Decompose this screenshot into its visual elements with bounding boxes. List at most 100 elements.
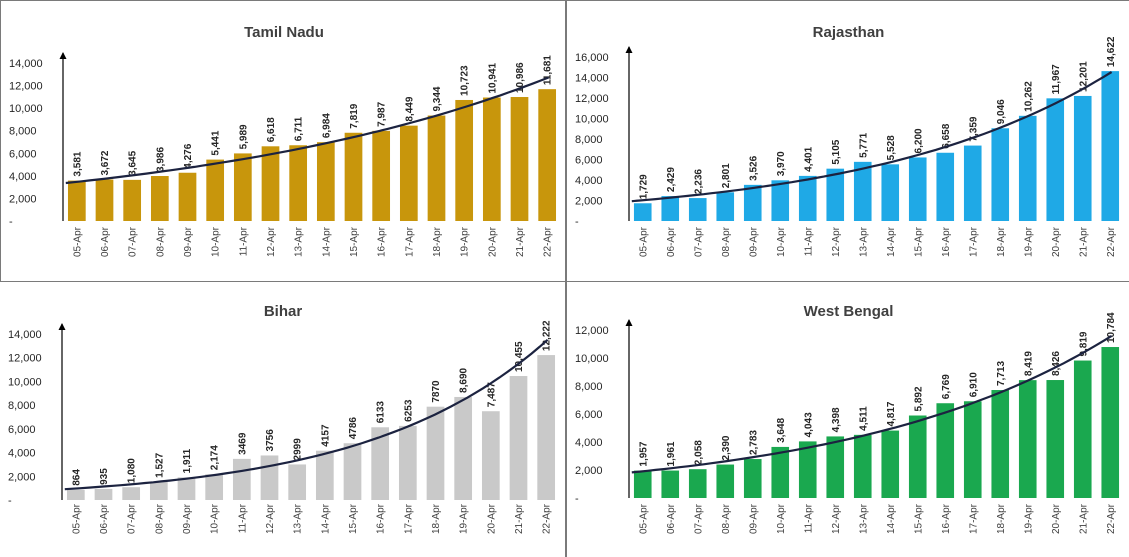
data-label: 1,729: [638, 174, 649, 199]
y-tick-label: 6,000: [8, 424, 36, 436]
data-label: 5,771: [858, 132, 869, 157]
x-tick-label: 11-Apr: [237, 503, 248, 533]
bar-tamil-nadu-20-apr: [482, 97, 501, 221]
data-label: 4157: [320, 424, 331, 447]
x-tick-label: 12-Apr: [831, 503, 842, 534]
bar-rajasthan-11-apr: [798, 175, 817, 221]
bar-rajasthan-06-apr: [661, 196, 680, 221]
y-tick-label: 12,000: [8, 353, 42, 365]
chart-panel-rajasthan: Rajasthan - 2,000 4,000 6,000 8,000 10,000 12,0…: [566, 0, 1129, 282]
x-tick-label: 14-Apr: [886, 226, 897, 257]
data-label: 6133: [376, 401, 387, 424]
bar-bihar-17-apr: [398, 425, 417, 500]
x-tick-label: 07-Apr: [693, 503, 704, 534]
data-label: 9,344: [432, 86, 443, 111]
data-label: 7,819: [349, 103, 360, 128]
bar-bihar-05-apr: [66, 489, 85, 500]
data-label: 10,784: [1106, 312, 1117, 343]
bar-west-bengal-21-apr: [1073, 360, 1092, 498]
bar-rajasthan-21-apr: [1073, 95, 1092, 221]
data-label: 10,986: [515, 62, 526, 93]
chart-west-bengal: West Bengal - 2,000 4,000 6,000 8,000 10,000 12…: [575, 303, 1120, 534]
trendline-rajasthan: [631, 71, 1113, 203]
x-tick-label: 21-Apr: [1078, 226, 1089, 257]
bar-tamil-nadu-12-apr: [261, 146, 280, 221]
y-tick-label: 14,000: [8, 329, 42, 341]
bar-west-bengal-08-apr: [716, 464, 735, 498]
chart-title: West Bengal: [804, 303, 894, 320]
data-label: 2,058: [693, 440, 704, 465]
bar-west-bengal-22-apr: [1101, 347, 1120, 498]
bar-bihar-12-apr: [260, 455, 279, 500]
bar-tamil-nadu-14-apr: [316, 142, 335, 221]
data-label: 6,910: [968, 372, 979, 397]
data-label: 5,105: [831, 139, 842, 164]
bar-rajasthan-10-apr: [771, 180, 790, 221]
x-tick-label: 18-Apr: [996, 503, 1007, 534]
y-tick-label: 14,000: [575, 73, 609, 85]
bar-west-bengal-18-apr: [991, 390, 1010, 498]
data-label: 3,526: [748, 155, 759, 180]
y-tick-label: 8,000: [575, 134, 603, 146]
x-tick-label: 12-Apr: [265, 503, 276, 534]
data-label: 2999: [293, 438, 304, 461]
bar-tamil-nadu-13-apr: [289, 145, 308, 221]
x-tick-label: 11-Apr: [803, 226, 814, 256]
bar-rajasthan-07-apr: [688, 198, 707, 221]
data-label: 6,200: [913, 128, 924, 153]
x-tick-label: 15-Apr: [349, 226, 360, 257]
bar-west-bengal-16-apr: [936, 403, 955, 498]
bar-west-bengal-15-apr: [908, 415, 927, 498]
y-tick-label: 2,000: [575, 196, 603, 208]
data-label: 5,892: [913, 386, 924, 411]
x-tick-label: 11-Apr: [238, 226, 249, 256]
data-label: 3,970: [776, 151, 787, 176]
data-label: 1,961: [666, 441, 677, 466]
y-tick-label: 4,000: [9, 171, 37, 183]
trendline-bihar: [64, 338, 549, 491]
x-tick-label: 19-Apr: [1023, 503, 1034, 534]
bar-tamil-nadu-22-apr: [538, 89, 557, 221]
x-tick-label: 19-Apr: [1023, 226, 1034, 257]
data-label: 864: [71, 469, 82, 486]
y-axis-arrow-icon: [59, 52, 67, 59]
x-tick-label: 18-Apr: [432, 226, 443, 257]
data-label: 1,957: [638, 441, 649, 466]
bar-rajasthan-20-apr: [1046, 98, 1065, 221]
x-tick-label: 20-Apr: [1051, 226, 1062, 257]
data-label: 7,987: [377, 101, 388, 126]
data-label: 7,713: [996, 361, 1007, 386]
bar-west-bengal-10-apr: [771, 446, 790, 498]
bar-rajasthan-14-apr: [881, 164, 900, 221]
data-label: 7,487: [486, 382, 497, 407]
x-tick-label: 12-Apr: [266, 226, 277, 257]
y-tick-label: 16,000: [575, 52, 609, 64]
bar-tamil-nadu-10-apr: [206, 159, 225, 221]
y-tick-label: 10,000: [575, 114, 609, 126]
x-tick-label: 21-Apr: [515, 226, 526, 257]
x-tick-label: 09-Apr: [748, 226, 759, 257]
data-label: 5,989: [238, 124, 249, 149]
bar-west-bengal-12-apr: [826, 436, 845, 498]
x-tick-label: 09-Apr: [183, 226, 194, 257]
x-tick-label: 07-Apr: [127, 503, 138, 534]
x-tick-label: 05-Apr: [638, 503, 649, 534]
bar-bihar-06-apr: [94, 488, 113, 500]
bar-tamil-nadu-06-apr: [95, 179, 114, 221]
x-tick-label: 14-Apr: [886, 503, 897, 534]
data-label: 1,911: [182, 448, 193, 473]
bar-bihar-15-apr: [343, 443, 362, 500]
bar-west-bengal-19-apr: [1018, 380, 1037, 498]
y-tick-label: 12,000: [9, 81, 43, 93]
chart-title: Tamil Nadu: [244, 24, 324, 41]
bar-rajasthan-08-apr: [716, 192, 735, 221]
data-label: 4,817: [886, 401, 897, 426]
x-tick-label: 08-Apr: [721, 503, 732, 534]
bar-tamil-nadu-15-apr: [344, 132, 363, 221]
bar-bihar-22-apr: [537, 355, 556, 500]
x-tick-label: 15-Apr: [348, 503, 359, 534]
data-label: 10,262: [1023, 81, 1034, 112]
x-tick-label: 17-Apr: [403, 503, 414, 534]
x-tick-label: 20-Apr: [486, 503, 497, 534]
